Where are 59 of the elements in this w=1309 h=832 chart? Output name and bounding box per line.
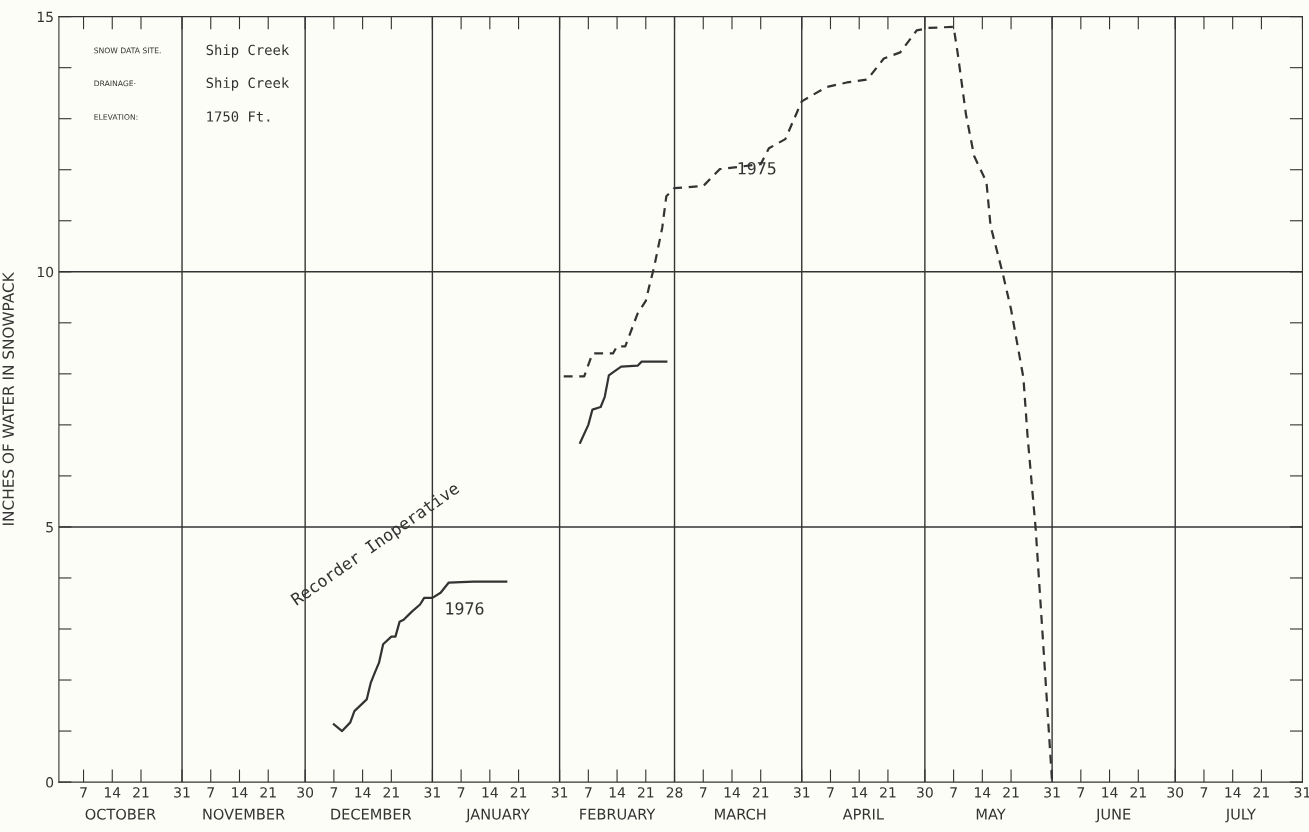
- x-tick-label: 7: [699, 787, 707, 798]
- x2-tick-label: MARCH: [715, 808, 766, 820]
- x-tick-label: 14: [975, 787, 991, 798]
- x-tick-label: 21: [510, 787, 527, 798]
- x-tick-label: 21: [880, 787, 896, 798]
- x-tick-label: 14: [232, 787, 248, 798]
- x-tick-label: 14: [104, 787, 121, 798]
- y-axis-title: INCHES OF WATER IN SNOWPACK: [2, 271, 14, 525]
- x-tick-label: 14: [355, 787, 371, 798]
- y-tick-label: 5: [46, 522, 53, 533]
- x-tick-label: 7: [457, 787, 465, 798]
- x-tick-label: 31: [1044, 787, 1060, 798]
- x-tick-label: 31: [174, 787, 190, 798]
- annotation: 1975: [738, 162, 776, 175]
- x2-tick-label: JULY: [1225, 808, 1256, 823]
- x-tick-label: 21: [637, 787, 654, 798]
- x2-tick-label: JUNE: [1095, 808, 1131, 823]
- x-tick-label: 7: [330, 787, 338, 798]
- x-tick-label: 7: [80, 787, 87, 798]
- x-tick-label: 14: [609, 787, 626, 798]
- y-tick-label: 15: [37, 11, 53, 23]
- x-tick-label: 28: [666, 787, 683, 798]
- annotation: Ship Creek: [206, 77, 290, 91]
- x2-tick-label: MAY: [976, 808, 1006, 820]
- x-tick-label: 30: [1167, 787, 1184, 798]
- x-tick-label: 7: [827, 787, 834, 798]
- x-tick-label: 31: [793, 787, 810, 798]
- x2-tick-label: APRIL: [842, 808, 884, 820]
- x-tick-label: 7: [1077, 787, 1085, 798]
- x-tick-label: 14: [482, 787, 498, 798]
- x-tick-label: 7: [585, 787, 592, 798]
- x-tick-label: 21: [1003, 787, 1019, 798]
- x-tick-label: 21: [1130, 787, 1146, 798]
- x-tick-label: 21: [383, 787, 399, 798]
- y-tick-label: 10: [37, 266, 54, 278]
- x2-tick-label: DECEMBER: [331, 808, 412, 820]
- x-tick-label: 14: [724, 787, 741, 798]
- x-tick-label: 30: [297, 787, 314, 798]
- x-tick-label: 7: [207, 787, 214, 798]
- x-tick-label: 21: [1253, 787, 1269, 798]
- x-tick-label: 31: [424, 787, 440, 798]
- x-tick-label: 14: [1102, 787, 1118, 798]
- annotation: Ship Creek: [206, 44, 290, 58]
- x-tick-label: 14: [1225, 787, 1241, 798]
- x-tick-label: 7: [1200, 787, 1208, 798]
- x-tick-label: 14: [851, 787, 868, 798]
- annotation: 1976: [446, 602, 484, 615]
- x-tick-label: 21: [260, 787, 276, 798]
- annotation: 1750 Ft.: [207, 111, 270, 122]
- x2-tick-label: JANUARY: [465, 808, 530, 823]
- x-tick-label: 31: [551, 787, 568, 798]
- y-tick-label: 0: [46, 777, 54, 788]
- x-tick-label: 30: [917, 787, 933, 798]
- x-tick-label: 7: [950, 787, 957, 798]
- x-tick-label: 21: [133, 787, 149, 798]
- x2-tick-label: OCTOBER: [85, 808, 156, 820]
- x2-tick-label: NOVEMBER: [203, 808, 285, 820]
- x2-tick-label: FEBRUARY: [580, 808, 656, 820]
- x-tick-label: 21: [752, 787, 769, 798]
